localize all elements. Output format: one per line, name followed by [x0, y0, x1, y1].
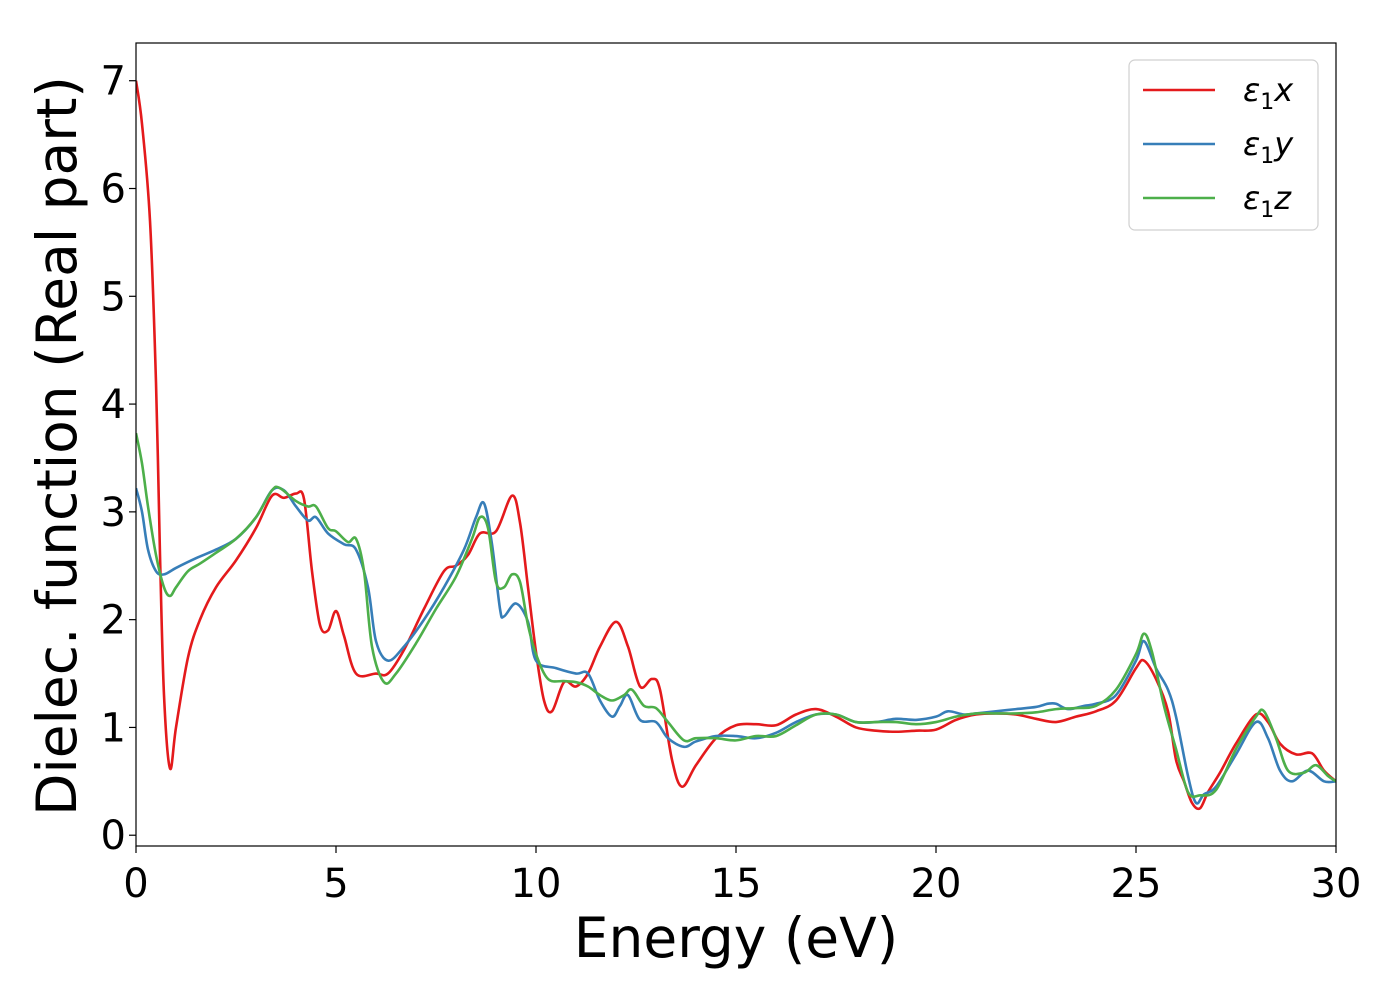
legend-label-y: ε1y [1243, 125, 1294, 169]
y-tick-label: 2 [101, 598, 126, 644]
y-tick-label: 4 [101, 382, 126, 428]
x-tick-label: 15 [711, 861, 762, 907]
legend-label-x: ε1x [1243, 71, 1294, 115]
plot-lines [136, 80, 1336, 811]
x-ticks: 0 5 10 15 20 25 30 [123, 846, 1361, 907]
y-axis-title: Dielec. function (Real part) [25, 76, 89, 816]
series-line-y [136, 486, 1336, 805]
x-tick-label: 30 [1311, 861, 1362, 907]
y-ticks: 0 1 2 3 4 5 6 7 [101, 59, 136, 859]
x-tick-label: 5 [323, 861, 348, 907]
legend-box [1128, 59, 1319, 231]
x-tick-label: 25 [1111, 861, 1162, 907]
x-axis-title: Energy (eV) [574, 906, 898, 970]
legend-label-z: ε1z [1243, 179, 1292, 223]
x-tick-label: 0 [123, 861, 148, 907]
y-tick-label: 0 [101, 813, 126, 859]
y-tick-label: 6 [101, 167, 126, 213]
x-tick-label: 20 [911, 861, 962, 907]
legend: ε1x ε1y ε1z [1128, 59, 1319, 231]
y-tick-label: 1 [101, 705, 126, 751]
x-tick-label: 10 [511, 861, 562, 907]
series-line-z [136, 432, 1336, 799]
y-tick-label: 7 [101, 59, 126, 105]
y-tick-label: 3 [101, 490, 126, 536]
series-line-x [136, 80, 1336, 811]
y-tick-label: 5 [101, 274, 126, 320]
